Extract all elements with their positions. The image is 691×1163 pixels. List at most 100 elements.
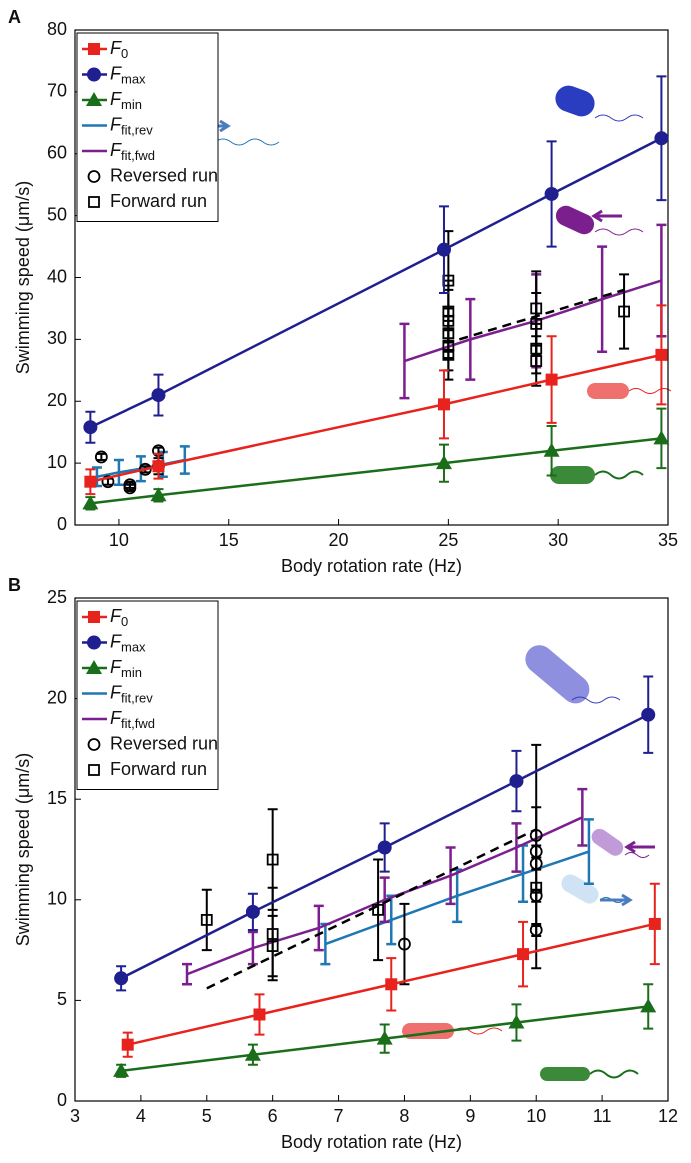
legend-marker <box>88 611 100 623</box>
x-tick-label: 9 <box>465 1106 475 1126</box>
legend-name: F <box>110 38 122 58</box>
legend-subscript: min <box>121 665 142 680</box>
panel-label: A <box>8 7 21 27</box>
x-tick-label: 7 <box>334 1106 344 1126</box>
marker <box>113 1062 130 1077</box>
marker <box>508 1014 525 1029</box>
marker <box>529 889 543 903</box>
legend-label: Fmax <box>110 631 146 655</box>
legend-name: Forward run <box>110 191 207 211</box>
x-tick-label: 6 <box>268 1106 278 1126</box>
legend-label: Forward run <box>110 759 207 779</box>
marker <box>517 948 530 961</box>
legend-marker <box>86 92 102 106</box>
marker <box>442 348 455 361</box>
marker <box>123 481 137 495</box>
error-bar <box>96 452 107 462</box>
panel-label: B <box>8 575 21 595</box>
chart-panel: B Body rotation rate (Hz) Swimming speed (… <box>8 575 678 1152</box>
x-tick-label: 11 <box>593 1106 612 1126</box>
legend-subscript: min <box>121 97 142 112</box>
marker <box>376 1030 393 1045</box>
marker <box>151 388 166 403</box>
y-tick-label: 60 <box>47 143 67 163</box>
marker <box>530 342 543 355</box>
legend-subscript: max <box>121 640 146 655</box>
marker <box>245 904 260 919</box>
y-axis-label: Swimming speed (μm/s) <box>13 181 33 374</box>
legend-name: F <box>110 708 122 728</box>
x-axis-label: Body rotation rate (Hz) <box>281 1132 462 1152</box>
marker <box>253 1008 266 1021</box>
x-tick-label: 8 <box>399 1106 409 1126</box>
legend-subscript: 0 <box>121 614 128 629</box>
marker <box>121 1038 134 1051</box>
x-tick-label: 25 <box>438 530 458 550</box>
error-bar <box>267 914 278 978</box>
marker <box>94 450 108 464</box>
legend-subscript: fit,fwd <box>121 148 155 163</box>
marker <box>529 845 543 858</box>
x-tick-label: 15 <box>219 530 239 550</box>
y-tick-label: 70 <box>47 81 67 101</box>
marker <box>398 937 411 951</box>
legend-box <box>76 600 219 790</box>
y-tick-label: 80 <box>47 19 67 39</box>
x-tick-label: 4 <box>136 1106 146 1126</box>
marker <box>641 707 656 722</box>
y-tick-label: 20 <box>47 687 67 707</box>
marker <box>654 131 669 146</box>
bacteria-icons <box>165 85 672 484</box>
legend-marker <box>86 660 102 674</box>
legend-label: Reversed run <box>110 733 218 753</box>
x-tick-label: 12 <box>658 1106 678 1126</box>
x-tick-label: 5 <box>202 1106 212 1126</box>
marker <box>152 460 165 473</box>
marker <box>640 998 657 1013</box>
legend-label: F0 <box>110 606 128 630</box>
legend-marker <box>87 635 101 650</box>
legend-name: F <box>110 657 122 677</box>
legend-label: Forward run <box>110 191 207 211</box>
legend-subscript: fit,fwd <box>121 716 155 731</box>
x-axis-label: Body rotation rate (Hz) <box>281 556 462 576</box>
y-tick-label: 20 <box>47 390 67 410</box>
x-tick-label: 20 <box>329 530 349 550</box>
error-bar <box>619 273 630 350</box>
error-bar <box>201 888 212 952</box>
legend-name: F <box>110 606 122 626</box>
y-tick-label: 30 <box>47 328 67 348</box>
legend-label: Reversed run <box>110 165 218 185</box>
error-bar <box>399 902 410 986</box>
marker <box>435 455 452 470</box>
y-tick-label: 10 <box>47 452 67 472</box>
marker <box>82 495 99 510</box>
legend-name: Reversed run <box>110 165 218 185</box>
trend-line <box>206 828 537 990</box>
marker <box>266 928 279 940</box>
y-tick-label: 50 <box>47 204 67 224</box>
y-tick-label: 5 <box>57 989 67 1009</box>
legend-name: F <box>110 631 122 651</box>
marker <box>529 829 543 842</box>
y-tick-label: 10 <box>47 889 67 909</box>
error-bar <box>373 858 384 962</box>
x-tick-label: 10 <box>526 1106 546 1126</box>
marker <box>530 355 543 367</box>
marker <box>442 327 455 340</box>
marker <box>372 903 384 916</box>
marker <box>101 475 115 489</box>
marker <box>266 940 279 952</box>
marker <box>545 373 558 386</box>
legend-subscript: fit,rev <box>121 691 153 706</box>
marker <box>544 186 559 201</box>
legend-marker <box>88 43 100 55</box>
legend-name: F <box>110 140 122 160</box>
legend-label: Fmin <box>110 657 142 681</box>
error-bar <box>182 962 193 986</box>
marker <box>84 475 97 488</box>
marker <box>648 917 661 930</box>
legend-label: Ffit,fwd <box>110 708 155 732</box>
legend-marker <box>88 196 100 208</box>
